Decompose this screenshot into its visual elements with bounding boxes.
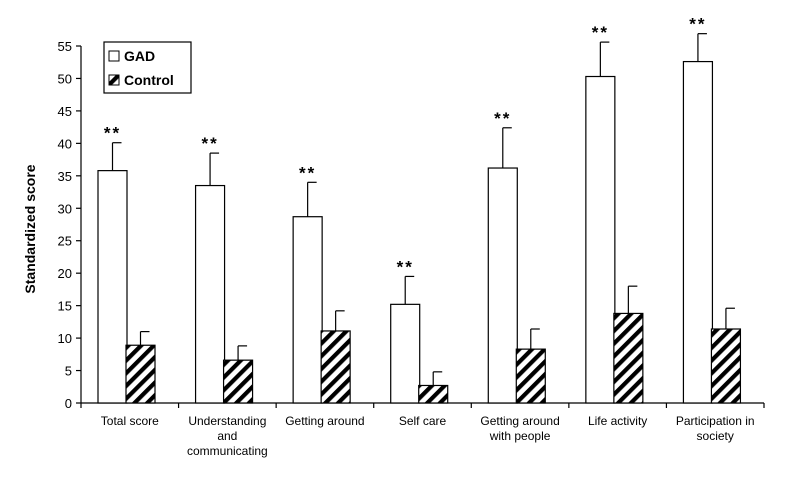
bar-control [710,328,742,404]
x-category-label: Participation in society [676,414,755,443]
x-category-label-line: Getting around [285,414,364,428]
x-category-label-line: Participation in [676,414,755,428]
x-category-label: Self care [399,414,447,428]
y-tick-label: 30 [58,201,72,216]
bar-gad [682,60,714,404]
x-category-label-line: Getting around [480,414,559,428]
legend-label-control: Control [124,72,174,88]
y-tick-label: 25 [58,234,72,249]
bar-gad [292,216,323,404]
bar-control [320,330,351,404]
y-tick-label: 35 [58,169,72,184]
y-tick-label: 55 [58,39,72,54]
bar-control [222,359,254,404]
y-axis: 0 5 10 15 20 25 30 35 40 45 50 55 [58,39,82,411]
significance-marker: ** [494,109,511,128]
bar-gad [487,167,518,404]
bar-control [515,348,546,404]
y-tick-label: 20 [58,266,72,281]
error-bars [111,33,735,386]
x-category-label-line: and [217,429,237,443]
x-category-label-line: Understanding [188,414,266,428]
y-tick-label: 50 [58,71,72,86]
bar-control [125,344,156,404]
y-tick-label: 15 [58,299,72,314]
legend: GAD Control [103,41,192,94]
significance-markers: ** ** ** ** ** ** ** [104,15,706,277]
legend-swatch-control [108,74,120,86]
x-category-label: Getting around [285,414,364,428]
x-category-label: Total score [101,414,159,428]
bar-gad [390,303,421,404]
y-tick-label: 0 [65,396,72,411]
y-axis-label: Standardized score [22,164,38,293]
x-category-label: Understanding and communicating [187,414,268,458]
x-category-label-line: society [697,429,734,443]
significance-marker: ** [299,163,316,182]
y-tick-label: 40 [58,136,72,151]
x-axis [80,402,765,408]
x-category-label-line: with people [489,429,551,443]
significance-marker: ** [104,124,121,143]
x-category-label-line: communicating [187,444,268,458]
x-category-label-line: Life activity [588,414,647,428]
significance-marker: ** [689,15,706,34]
x-category-label: Life activity [588,414,647,428]
y-tick-label: 10 [58,331,72,346]
bar-gad [585,75,616,404]
bar-gad [97,170,128,404]
legend-swatch-gad [108,50,120,62]
y-tick-label: 5 [65,364,72,379]
y-tick-label: 45 [58,104,72,119]
bar-gad [194,184,226,404]
x-category-label: Getting around with people [480,414,559,443]
legend-label-gad: GAD [124,48,155,64]
x-category-label-line: Total score [101,414,159,428]
x-category-label-line: Self care [399,414,447,428]
bar-control [613,312,644,404]
significance-marker: ** [397,257,414,276]
significance-marker: ** [201,134,218,153]
bar-control [418,384,449,404]
category-labels: Total score Understanding and communicating… [101,414,755,458]
significance-marker: ** [592,23,609,42]
bars [97,60,742,404]
